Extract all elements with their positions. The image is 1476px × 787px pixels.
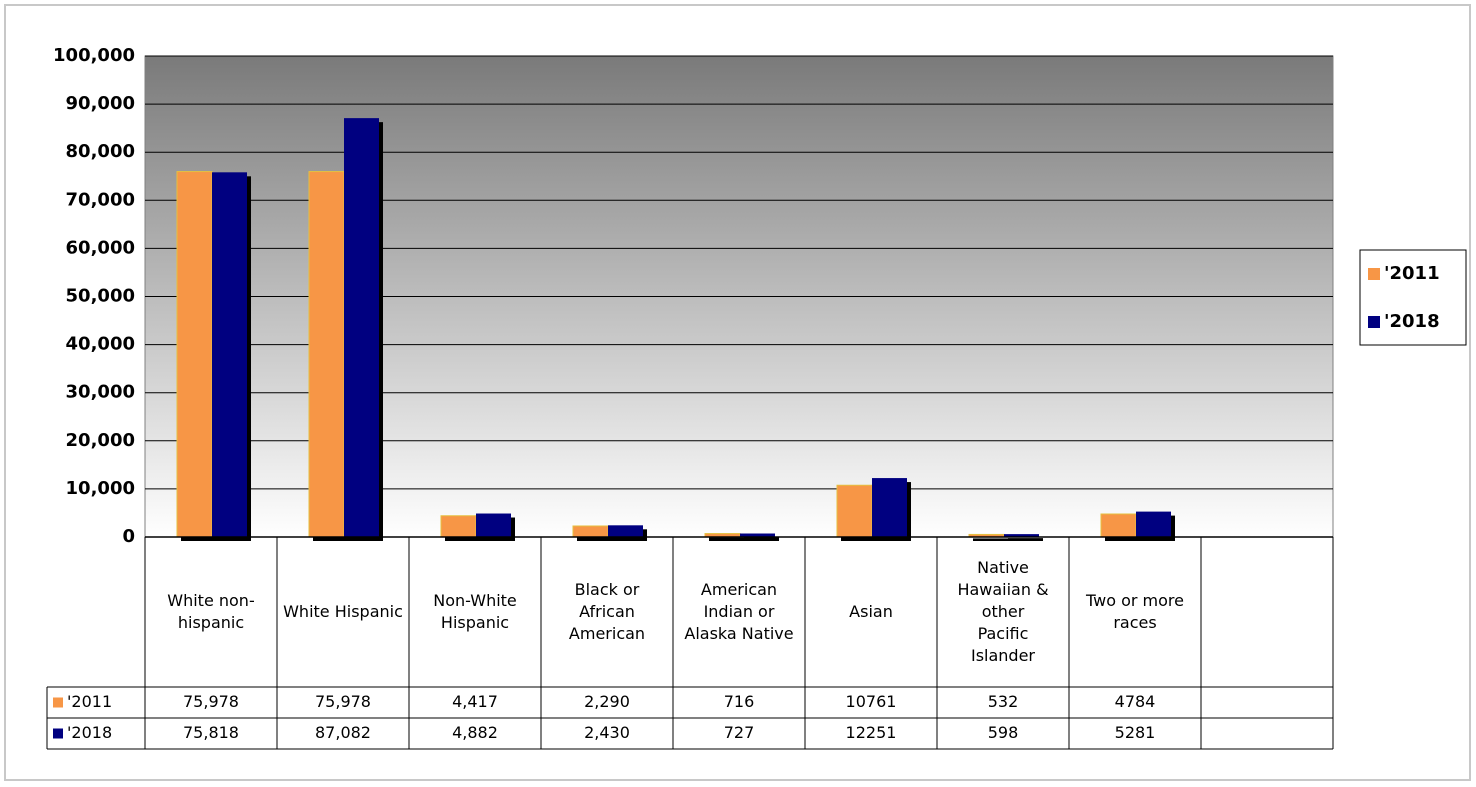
y-tick-label: 60,000 [66,237,135,258]
bar [1004,534,1039,537]
bar [1100,513,1137,538]
x-tick-label: Asian [849,602,893,621]
table-cell: 598 [988,723,1019,742]
table-cell: 10761 [846,692,897,711]
bar [440,515,477,538]
y-tick-label: 50,000 [66,286,135,307]
legend-box [1359,249,1467,346]
legend-key [53,728,63,739]
bar-shadow [1008,538,1043,541]
y-tick-label: 0 [122,526,135,547]
legend-key [53,697,63,708]
bar [740,533,775,537]
table-cell: 2,430 [584,723,630,742]
table-cell: 4784 [1115,692,1156,711]
bar [308,171,345,538]
table-cell: 5281 [1115,723,1156,742]
data-table: White non-hispanic White Hispanic Non-Whit… [46,537,1334,750]
bar [608,525,643,537]
y-tick-label: 100,000 [53,45,135,66]
y-tick-label: 70,000 [66,189,135,210]
table-cell: 2,290 [584,692,630,711]
bar [872,478,907,537]
category-cell: American Indian or Alaska Native [684,580,794,643]
bar [836,484,873,538]
bar [176,171,213,538]
table-cell: 75,978 [315,692,371,711]
row-header: '2011 [67,692,112,711]
legend-key [1368,268,1380,280]
x-tick-label: Black or African American [568,580,646,643]
bar [344,118,379,537]
y-tick-label: 90,000 [66,93,135,114]
table-cell: 727 [724,723,755,742]
row-header: '2018 [67,723,112,742]
category-cell: White Hispanic [283,602,403,621]
bar [476,513,511,537]
bar-shadow [709,537,744,541]
category-cell: Black or African American [568,580,646,643]
bar-shadow [744,537,779,541]
legend-label: '2011 [1384,263,1440,284]
y-tick-label: 30,000 [66,382,135,403]
category-cell: Asian [849,602,893,621]
table-cell: 716 [724,692,755,711]
x-tick-label: Native Hawaiian & other Pacific Islander [957,558,1049,665]
table-cell: 4,417 [452,692,498,711]
table-cell: 75,818 [183,723,239,742]
x-tick-label: White non-hispanic [167,591,255,632]
y-tick-label: 10,000 [66,478,135,499]
category-cell: Two or more races [1086,591,1184,632]
table-cell: 12251 [846,723,897,742]
x-tick-label: Two or more races [1086,591,1184,632]
table-cell: 87,082 [315,723,371,742]
legend-key [1368,316,1380,328]
y-tick-label: 20,000 [66,430,135,451]
category-cell: Native Hawaiian & other Pacific Islander [957,558,1049,665]
bar [572,525,609,538]
x-tick-label: American Indian or Alaska Native [684,580,794,643]
bar [1136,511,1171,537]
bar [212,172,247,537]
y-tick-label: 40,000 [66,334,135,355]
table-cell: 75,978 [183,692,239,711]
bar-shadow [973,538,1008,541]
legend-label: '2018 [1384,311,1440,332]
category-cell: Non-White Hispanic [433,591,517,632]
table-cell: 532 [988,692,1019,711]
x-tick-label: Non-White Hispanic [433,591,517,632]
category-cell: White non-hispanic [167,591,255,632]
table-cell: 4,882 [452,723,498,742]
y-tick-label: 80,000 [66,141,135,162]
x-tick-label: White Hispanic [283,602,403,621]
